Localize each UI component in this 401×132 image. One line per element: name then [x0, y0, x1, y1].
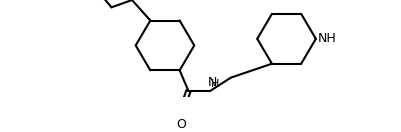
Text: O: O: [176, 118, 186, 131]
Text: NH: NH: [318, 32, 337, 45]
Text: H: H: [211, 79, 219, 89]
Text: N: N: [207, 76, 217, 89]
